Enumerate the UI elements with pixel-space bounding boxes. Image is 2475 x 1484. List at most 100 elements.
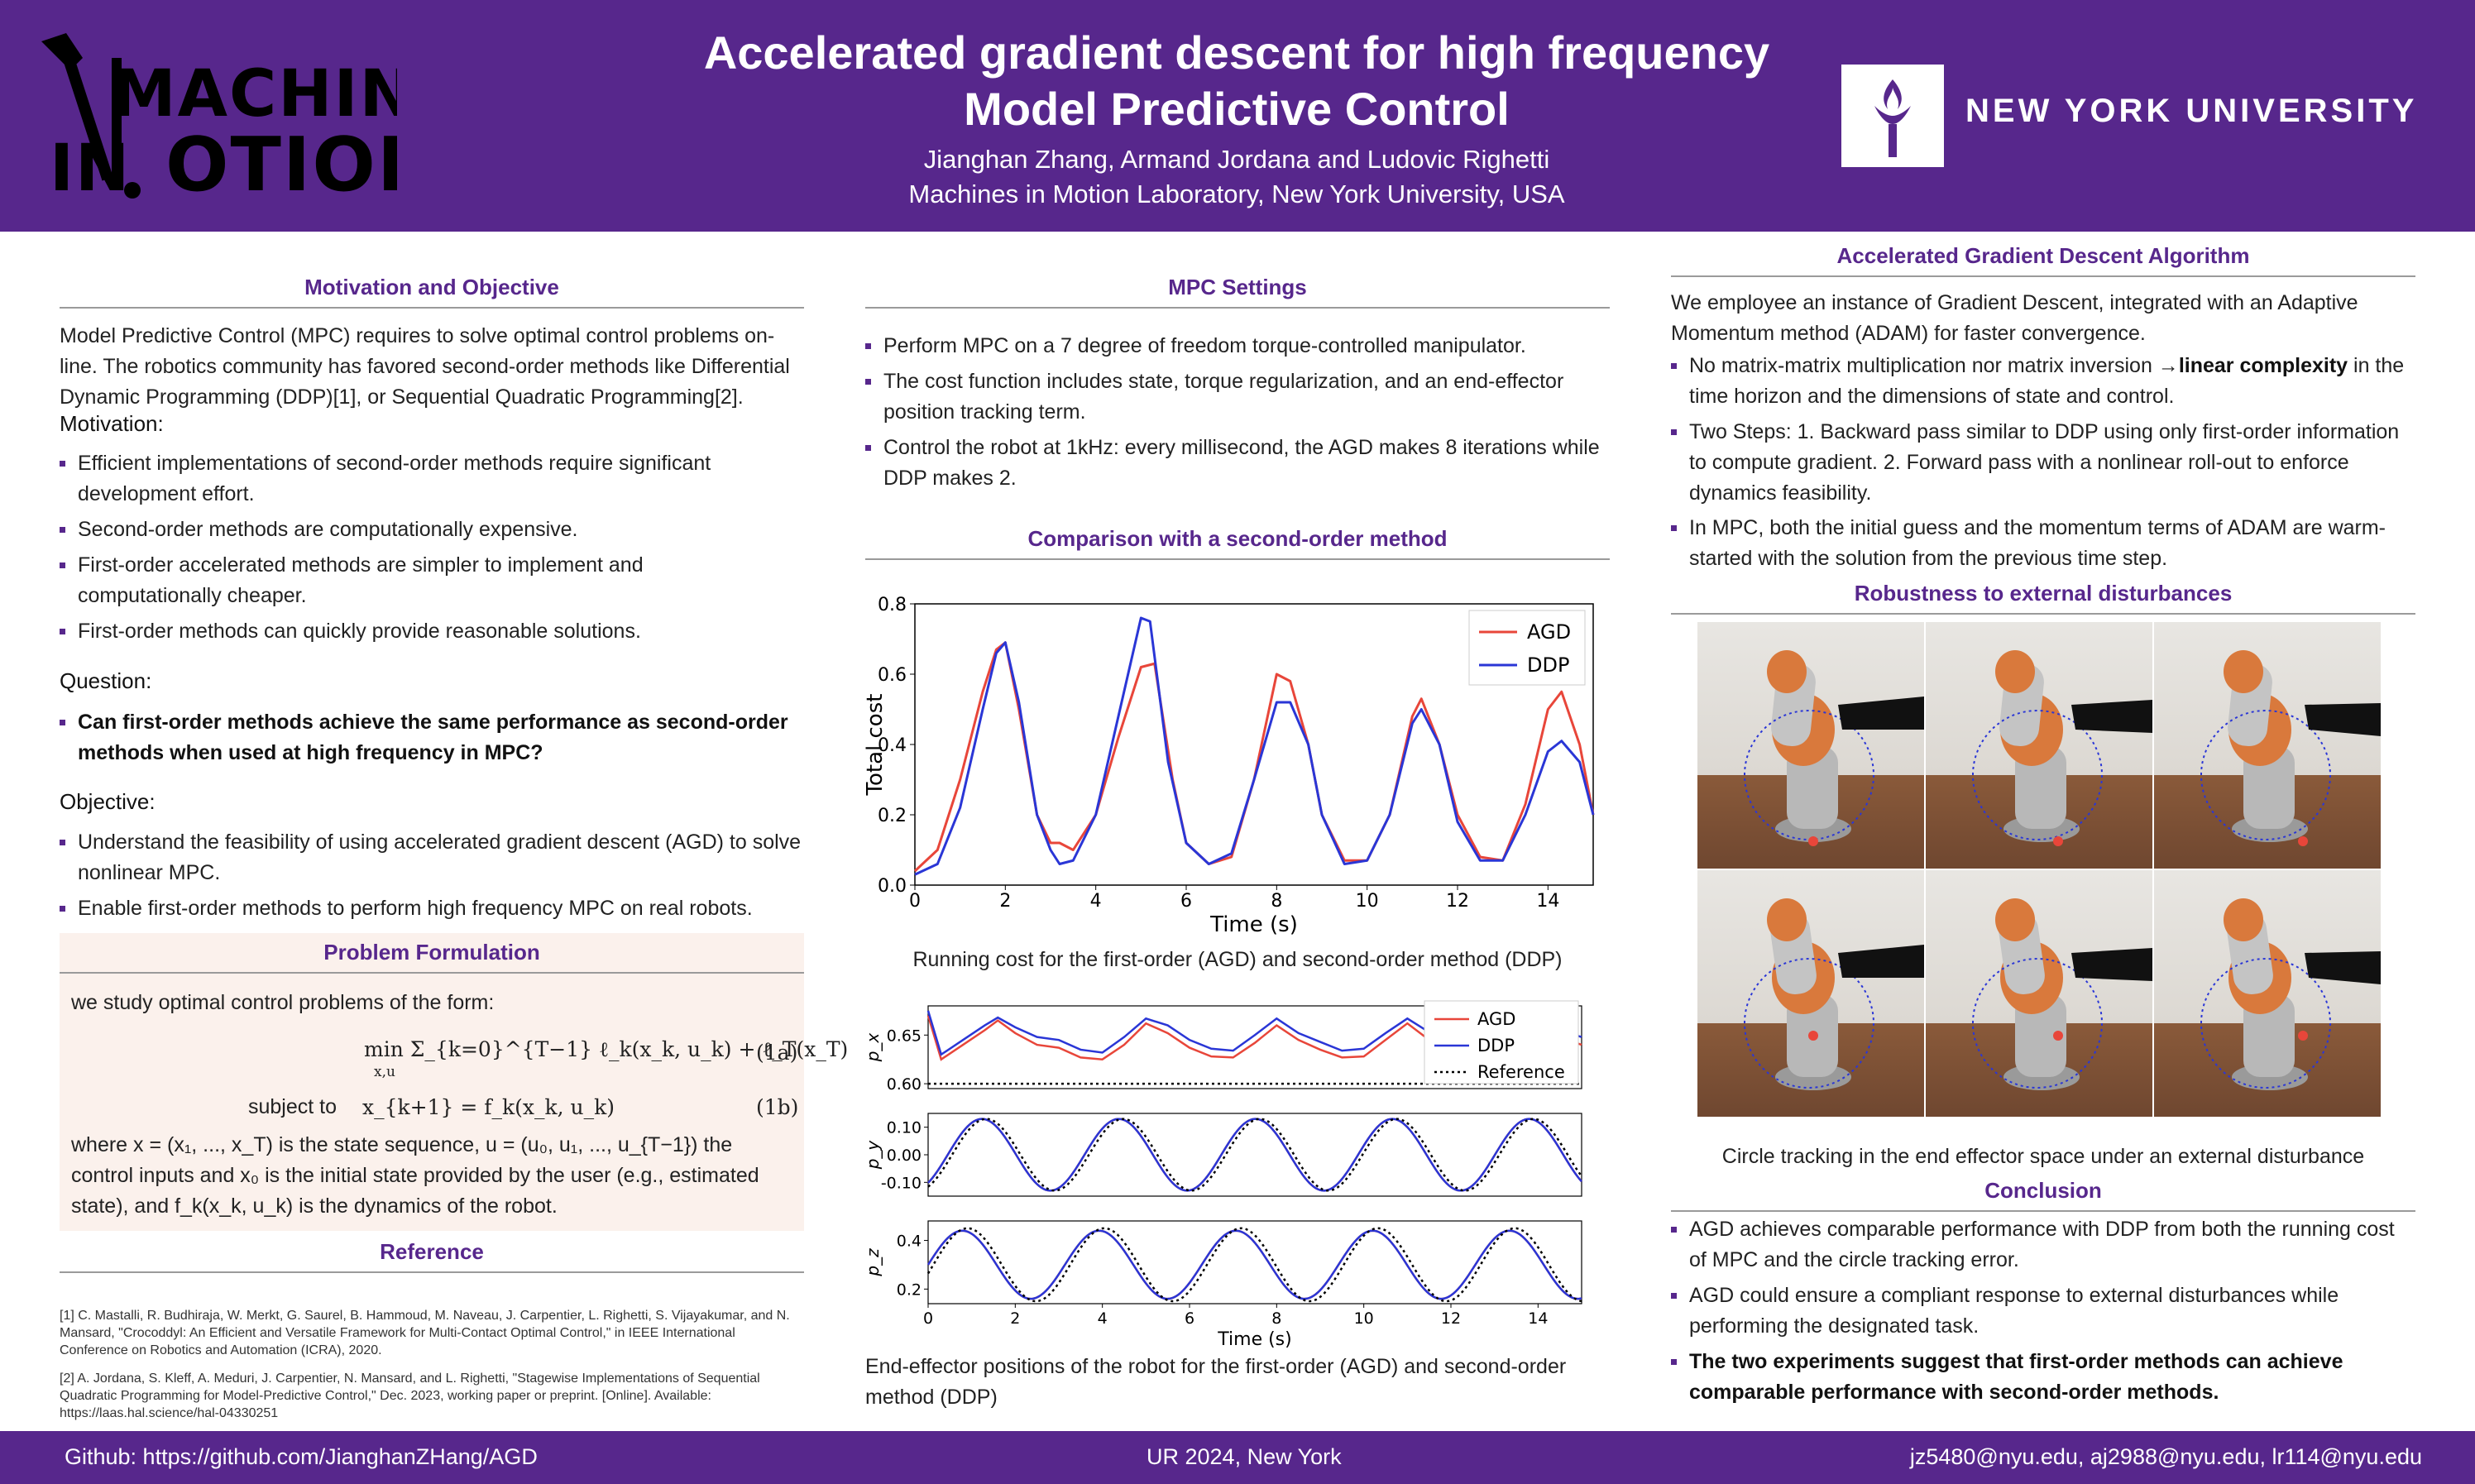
y-tick-label: 0.4 xyxy=(897,1233,922,1251)
legend-label: Reference xyxy=(1477,1062,1565,1082)
legend-label: DDP xyxy=(1477,1036,1515,1056)
series-line-ddp xyxy=(914,616,1595,876)
x-tick-label: 8 xyxy=(1271,1309,1281,1328)
end-effector-chart: 0.600.65p_xAGDDDPReference-0.100.000.10p… xyxy=(865,1000,1583,1350)
agd-item-3: In MPC, both the initial guess and the m… xyxy=(1671,513,2417,574)
footer: Github: https://github.com/JianghanZHang… xyxy=(0,1431,2475,1484)
motivation-item-3: First-order accelerated methods are simp… xyxy=(60,550,706,611)
series-line-reference xyxy=(927,1118,1583,1192)
robot-photo xyxy=(1697,622,1924,869)
legend-label: DDP xyxy=(1527,653,1569,677)
legend: AGD DDP xyxy=(1468,610,1586,686)
series-line-agd xyxy=(926,1229,1582,1300)
question-item: Can first-order methods achieve the same… xyxy=(60,707,806,768)
x-tick-label: 10 xyxy=(1356,891,1379,912)
objective-item-2: Enable first-order methods to perform hi… xyxy=(60,893,806,924)
x-tick-label: 2 xyxy=(999,891,1011,912)
title-line-1: Accelerated gradient descent for high fr… xyxy=(703,26,1770,79)
title-line-2: Model Predictive Control xyxy=(964,83,1510,135)
panel-frame xyxy=(927,1220,1582,1304)
x-tick-label: 12 xyxy=(1441,1309,1461,1328)
equation-tag-1a: (1a) xyxy=(756,1041,798,1065)
subject-to-label: subject to xyxy=(248,1095,338,1118)
robot-arm-icon xyxy=(1972,898,2152,1090)
reference-item-2: [2] A. Jordana, S. Kleff, A. Meduri, J. … xyxy=(60,1372,760,1420)
x-axis-label: Time (s) xyxy=(1209,912,1298,937)
robot-photo xyxy=(1926,870,2152,1117)
affiliation: Machines in Motion Laboratory, New York … xyxy=(908,180,1565,208)
motivation-heading: Motivation and Objective xyxy=(60,275,804,309)
x-tick-label: 14 xyxy=(1536,891,1559,912)
y-tick-label: 0.2 xyxy=(897,1281,922,1299)
mpc-item-1: Perform MPC on a 7 degree of freedom tor… xyxy=(865,331,1611,361)
legend-label: AGD xyxy=(1527,620,1571,644)
y-tick-label: 0.10 xyxy=(887,1119,922,1137)
x-tick-label: 14 xyxy=(1528,1309,1548,1328)
agd-item-1: No matrix-matrix multiplication nor matr… xyxy=(1671,351,2417,412)
y-tick-label: 0.8 xyxy=(878,595,907,615)
x-tick-label: 10 xyxy=(1354,1309,1374,1328)
torch-icon xyxy=(1874,79,1911,157)
objective-item-1: Understand the feasibility of using acce… xyxy=(60,827,806,888)
series-line-ddp xyxy=(927,1118,1582,1192)
mpc-heading: MPC Settings xyxy=(865,275,1610,309)
reference-item-1: [1] C. Mastalli, R. Budhiraja, W. Merkt,… xyxy=(60,1309,790,1357)
robot-arm-icon xyxy=(1972,650,2152,846)
comparison-heading: Comparison with a second-order method xyxy=(865,526,1610,560)
reference-heading: Reference xyxy=(60,1239,804,1273)
svg-text:IN: IN xyxy=(50,132,131,203)
github-link[interactable]: Github: https://github.com/JianghanZHang… xyxy=(65,1444,538,1469)
y-tick-label: 0.0 xyxy=(878,876,907,897)
robot-arm-icon xyxy=(1744,650,1924,846)
venue: UR 2024, New York xyxy=(1147,1444,1342,1469)
agd-item-1-pre: No matrix-matrix multiplication nor matr… xyxy=(1689,354,2179,377)
series-line-agd xyxy=(927,1118,1582,1192)
y-axis-label: p_z xyxy=(865,1248,883,1277)
legend-box xyxy=(1424,1000,1579,1084)
contact-emails[interactable]: jz5480@nyu.edu, aj2988@nyu.edu, lr114@ny… xyxy=(1909,1444,2422,1469)
authors: Jianghan Zhang, Armand Jordana and Ludov… xyxy=(923,145,1550,174)
robot-photo xyxy=(2154,622,2381,869)
panel-frame xyxy=(927,1005,1582,1089)
running-cost-caption: Running cost for the first-order (AGD) a… xyxy=(912,948,1563,971)
objective-equation: min Σ_{k=0}^{T−1} ℓ_k(x_k, u_k) + ℓ_T(x_… xyxy=(364,1037,849,1061)
y-tick-label: 0.60 xyxy=(887,1075,922,1094)
problem-where: where x = (x₁, ..., x_T) is the state se… xyxy=(71,1133,759,1218)
conclusion-final: The two experiments suggest that first-o… xyxy=(1671,1347,2417,1408)
robustness-heading: Robustness to external disturbances xyxy=(1671,581,2415,615)
motivation-item-4: First-order methods can quickly provide … xyxy=(60,616,806,647)
question-label: Question: xyxy=(60,668,152,693)
legend-label: AGD xyxy=(1477,1009,1515,1029)
agd-heading: Accelerated Gradient Descent Algorithm xyxy=(1671,243,2415,277)
robot-photo xyxy=(1697,870,1924,1117)
series-line-ddp xyxy=(926,1229,1582,1300)
y-axis-label: p_y xyxy=(865,1140,883,1170)
x-tick-label: 4 xyxy=(1090,891,1102,912)
legend: AGD DDP Reference xyxy=(1424,1000,1579,1084)
robustness-caption: Circle tracking in the end effector spac… xyxy=(1721,1145,2365,1168)
x-axis-label: Time (s) xyxy=(1217,1329,1291,1350)
robot-arm-icon xyxy=(2200,898,2381,1090)
x-tick-label: 2 xyxy=(1010,1309,1020,1328)
motivation-intro: Model Predictive Control (MPC) requires … xyxy=(60,324,790,409)
y-axis-label: Total cost xyxy=(865,694,888,797)
y-tick-label: 0.65 xyxy=(887,1027,922,1045)
x-tick-label: 0 xyxy=(923,1309,933,1328)
y-tick-label: 0.2 xyxy=(878,806,907,826)
motivation-item-1: Efficient implementations of second-orde… xyxy=(60,448,806,510)
poster-title: Accelerated gradient descent for high fr… xyxy=(579,25,1894,137)
agd-item-1-post: in the time horizon and the dimensions o… xyxy=(1689,354,2405,408)
x-tick-label: 12 xyxy=(1446,891,1469,912)
objective-equation-subscript: x,u xyxy=(374,1064,395,1080)
problem-intro: we study optimal control problems of the… xyxy=(71,991,495,1014)
x-tick-label: 8 xyxy=(1271,891,1282,912)
running-cost-chart: 0 2 4 6 8 10 12 14 0.0 0.2 0.4 0.6 0.8 Time (s) Total … xyxy=(865,595,1595,937)
university-name: NEW YORK UNIVERSITY xyxy=(1965,93,2418,129)
y-tick-label: -0.10 xyxy=(881,1174,922,1192)
x-tick-label: 6 xyxy=(1185,1309,1194,1328)
x-tick-label: 6 xyxy=(1180,891,1192,912)
x-tick-label: 4 xyxy=(1098,1309,1108,1328)
agd-item-2: Two Steps: 1. Backward pass similar to D… xyxy=(1671,417,2417,509)
svg-text:MACHINES: MACHINES xyxy=(112,57,397,132)
y-axis-label: p_x xyxy=(865,1033,883,1063)
